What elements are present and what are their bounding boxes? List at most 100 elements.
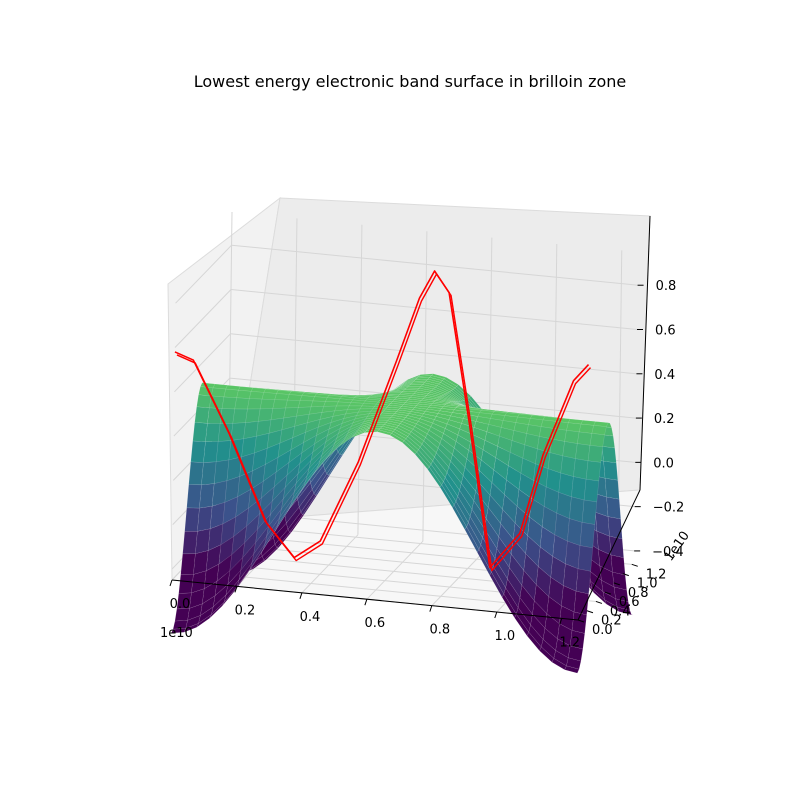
y-tick-label: 0.6 xyxy=(619,595,640,610)
surface-facet xyxy=(261,392,277,400)
surface-facet xyxy=(201,461,217,486)
surface-facet xyxy=(199,483,215,509)
surface-facet xyxy=(195,528,211,555)
x-tick-label: 1.2 xyxy=(559,635,580,650)
surface-facet xyxy=(566,657,582,670)
surface-facet xyxy=(585,460,602,482)
surface-facet xyxy=(232,408,248,424)
wall-gridline-z xyxy=(230,289,638,330)
surface-facet xyxy=(601,446,617,464)
x-tick-label: 0.2 xyxy=(235,603,256,618)
surface-facet xyxy=(197,505,213,532)
y-tick-label: 1.2 xyxy=(646,567,667,582)
x-tick-label: 1.0 xyxy=(494,629,515,644)
surface-facet xyxy=(249,391,265,400)
surface-facet xyxy=(192,422,208,443)
y-tick-mark xyxy=(613,582,620,586)
y-tick-mark xyxy=(631,563,638,567)
y-tick-mark xyxy=(604,591,612,595)
chart-title: Lowest energy electronic band surface in… xyxy=(193,72,627,91)
floor-gridline-x xyxy=(431,547,489,606)
surface-facet xyxy=(567,518,583,546)
surface-facet xyxy=(203,441,219,463)
path-line-return xyxy=(176,273,592,572)
x-ticks: 0.0 0.2 0.4 0.6 0.8 1.0 1.2 xyxy=(169,579,580,650)
x-tick-label: 0.8 xyxy=(429,623,450,638)
surface-facet xyxy=(223,388,239,399)
z-tick-label: −0.4 xyxy=(652,545,684,560)
surface-facet xyxy=(407,384,424,387)
surface-facet xyxy=(348,402,365,407)
x-tick-mark xyxy=(494,611,498,619)
x-tick-mark xyxy=(299,592,303,599)
surface-facet xyxy=(213,459,230,484)
surface-facet xyxy=(562,441,578,459)
x-tick-mark xyxy=(234,586,238,593)
x-tick-label: 0.4 xyxy=(300,610,321,625)
y-tick-label: 1.0 xyxy=(637,577,658,592)
surface-facet xyxy=(613,586,629,603)
surface-facet xyxy=(593,421,609,427)
side-gridline-z xyxy=(174,289,232,348)
y-tick-label: 0.0 xyxy=(592,623,613,638)
x-tick-mark xyxy=(559,618,563,625)
z-tick-label: 0.4 xyxy=(654,368,675,383)
z-tick-label: 0.0 xyxy=(653,456,674,471)
y-tick-mark xyxy=(577,619,585,623)
z-tick-label: 0.2 xyxy=(654,412,675,427)
surface-facet xyxy=(182,531,198,555)
surface-facet xyxy=(215,440,232,463)
surface-facet xyxy=(190,440,206,463)
surface-facet xyxy=(196,394,212,409)
surface-facet xyxy=(575,568,591,595)
surface-facet xyxy=(569,630,586,650)
surface-facet xyxy=(236,389,252,399)
surface-facet xyxy=(616,606,632,616)
surface-facet xyxy=(604,477,620,500)
x-tick-label: 0.6 xyxy=(365,616,386,631)
surface-facet xyxy=(610,554,626,576)
x-offset-label: 1e10 xyxy=(160,626,193,641)
x-tick-mark xyxy=(429,605,433,612)
surface-facet xyxy=(274,393,290,401)
surface-facet xyxy=(234,397,250,410)
wall-gridline-z xyxy=(230,333,637,375)
y-tick-mark xyxy=(595,600,603,604)
surface-facet xyxy=(210,387,227,398)
surface-facet xyxy=(336,401,352,407)
side-gridline-z xyxy=(175,244,232,304)
y-tick-mark xyxy=(622,573,629,577)
surface-facet xyxy=(569,496,585,523)
surface-facet xyxy=(581,499,598,525)
surface-facet xyxy=(221,396,237,410)
z-tick-label: 0.8 xyxy=(656,279,677,294)
surface-facet xyxy=(571,611,587,634)
surface-facet xyxy=(259,398,276,410)
z-axis-line xyxy=(639,215,651,491)
surface-facet xyxy=(178,574,194,594)
surface-facet xyxy=(606,496,622,520)
surface-facet xyxy=(257,408,274,422)
y-tick-label: 0.2 xyxy=(601,614,622,629)
surface-facet xyxy=(577,545,594,572)
wall-gridline xyxy=(357,224,363,535)
surface-facet xyxy=(205,423,221,443)
z-ticks: −0.4 −0.2 0.0 0.2 0.4 0.6 0.8 xyxy=(634,279,684,560)
surface-facet xyxy=(188,461,204,486)
path-line-group xyxy=(174,270,592,572)
surface-facet xyxy=(323,401,339,407)
surface-facet xyxy=(245,408,261,423)
x-axis-line xyxy=(171,579,579,621)
y-tick-label: 0.8 xyxy=(628,586,649,601)
x-tick-mark xyxy=(169,579,173,587)
surface-facet xyxy=(575,443,591,462)
surface-facet xyxy=(573,458,589,480)
surface-facet xyxy=(194,406,210,424)
surface-facet xyxy=(571,476,587,501)
surface-facet xyxy=(247,398,263,410)
floor-gridline-x xyxy=(366,540,424,600)
surface-facet xyxy=(272,399,288,409)
surface-facet xyxy=(287,394,303,401)
surface-facet xyxy=(299,395,315,402)
